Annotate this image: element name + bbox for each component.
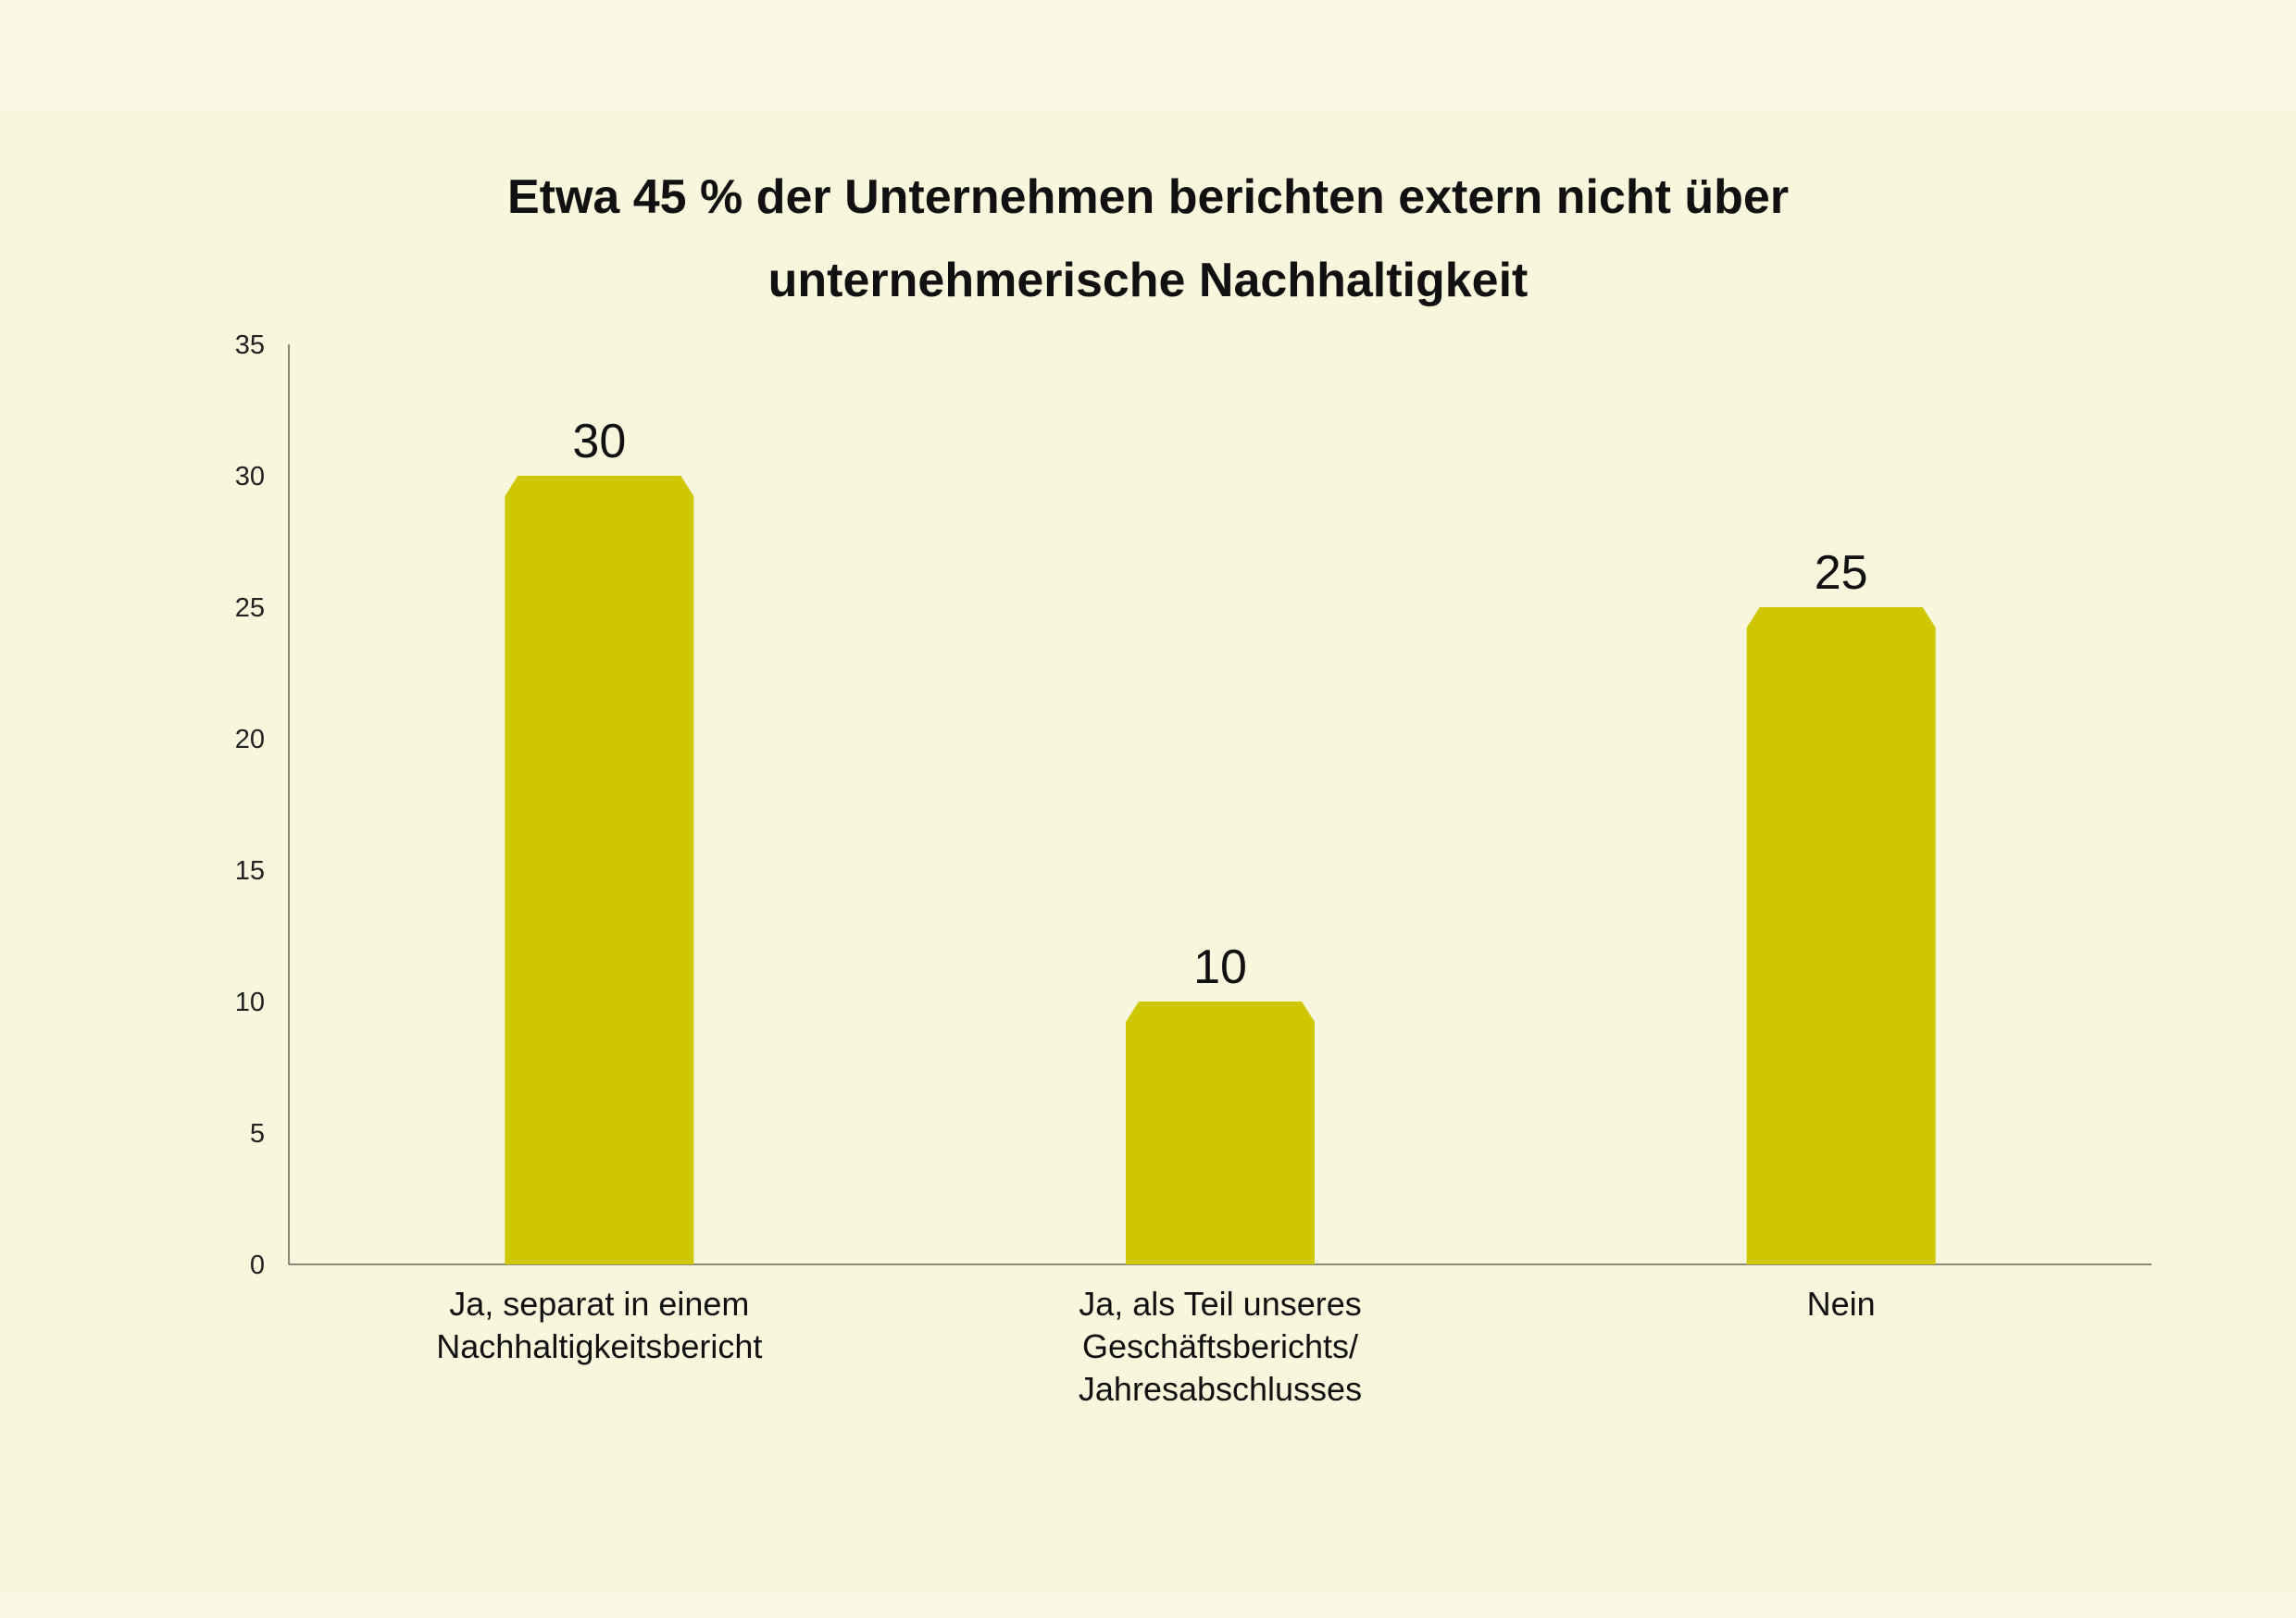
bar bbox=[505, 476, 694, 1264]
x-tick-label: Ja, als Teil unseres Geschäftsberichts/ … bbox=[1078, 1285, 1363, 1408]
chart-title: Etwa 45 % der Unternehmen berichten exte… bbox=[222, 156, 2074, 322]
y-tick-label: 25 bbox=[235, 593, 265, 623]
bar bbox=[1746, 607, 1936, 1264]
bottom-band bbox=[0, 1592, 2296, 1618]
y-tick-label: 15 bbox=[235, 856, 265, 886]
bar bbox=[1126, 1002, 1315, 1264]
bar-value-label: 25 bbox=[1815, 546, 1868, 600]
y-tick-label: 10 bbox=[235, 988, 265, 1017]
y-tick-label: 5 bbox=[250, 1119, 265, 1149]
y-tick-label: 20 bbox=[235, 725, 265, 754]
y-tick-label: 35 bbox=[235, 330, 265, 360]
x-tick-label: Ja, separat in einem Nachhaltigkeitsberi… bbox=[436, 1285, 763, 1365]
y-tick-label: 30 bbox=[235, 462, 265, 492]
chart-title-line-1: Etwa 45 % der Unternehmen berichten exte… bbox=[506, 170, 1790, 224]
chart-title-line-2: unternehmerische Nachhaltigkeit bbox=[767, 254, 1529, 307]
top-band bbox=[0, 0, 2296, 111]
bar-value-label: 30 bbox=[572, 415, 626, 468]
bar-value-label: 10 bbox=[1193, 940, 1247, 994]
y-tick-label: 0 bbox=[250, 1251, 265, 1280]
x-tick-label: Nein bbox=[1806, 1285, 1876, 1323]
